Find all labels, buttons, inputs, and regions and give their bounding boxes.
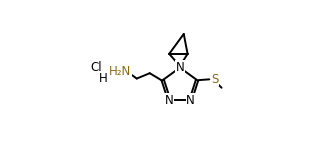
Text: H₂N: H₂N xyxy=(109,65,131,78)
Text: N: N xyxy=(165,94,173,107)
Text: H: H xyxy=(99,72,107,85)
Text: N: N xyxy=(186,94,195,107)
Text: S: S xyxy=(212,73,219,86)
Text: Cl: Cl xyxy=(90,61,102,74)
Text: N: N xyxy=(176,61,184,74)
